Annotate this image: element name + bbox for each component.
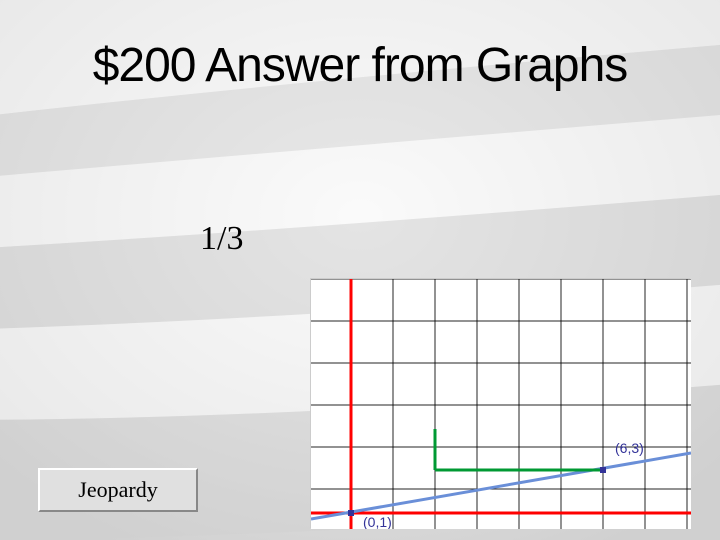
svg-text:(6,3): (6,3) bbox=[615, 440, 644, 456]
svg-text:(0,1): (0,1) bbox=[363, 514, 392, 529]
slope-graph: (0,1) (6,3) bbox=[311, 279, 691, 529]
slide-title: $200 Answer from Graphs bbox=[0, 38, 720, 93]
answer-text: 1/3 bbox=[200, 220, 243, 258]
graph-container: (0,1) (6,3) bbox=[310, 278, 690, 528]
jeopardy-button[interactable]: Jeopardy bbox=[38, 468, 198, 512]
jeopardy-button-label: Jeopardy bbox=[78, 477, 157, 503]
